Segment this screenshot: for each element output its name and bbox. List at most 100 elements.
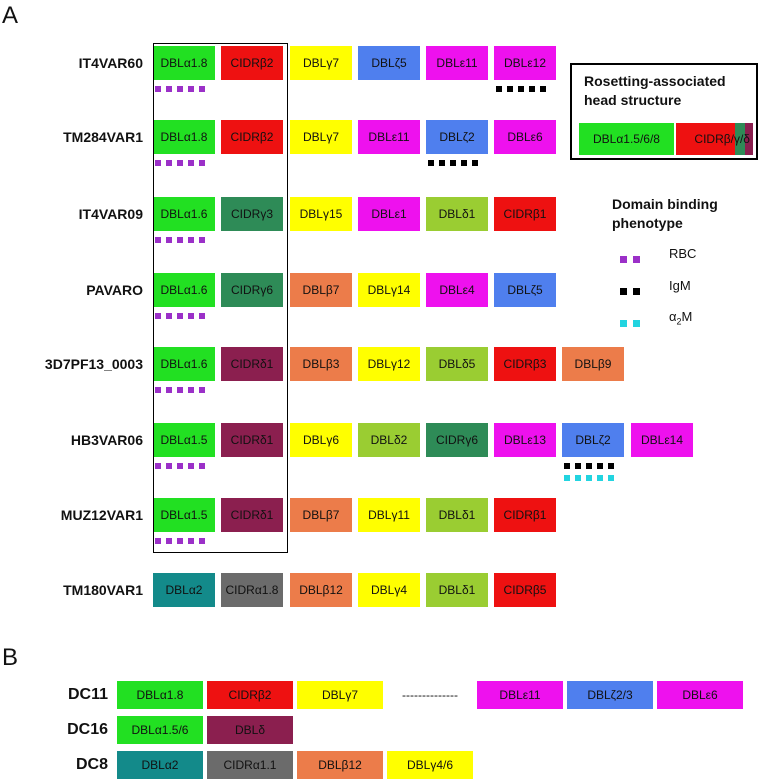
domain-block: DBLγ14 — [358, 273, 420, 307]
legend-title-line1: Rosetting-associated — [584, 73, 726, 89]
domain-block: DBLβ9 — [562, 347, 624, 381]
domain-block: CIDRβ2 — [221, 120, 283, 154]
domain-block: DBLγ11 — [358, 498, 420, 532]
phenotype-legend-title: Domain binding phenotype — [612, 195, 718, 233]
rosetting-legend-title: Rosetting-associated head structure — [584, 72, 726, 110]
domain-block: DBLε11 — [426, 46, 488, 80]
domain-block: DBLγ12 — [358, 347, 420, 381]
gap-dashes: -------------- — [402, 688, 458, 702]
domain-block: CIDRγ6 — [221, 273, 283, 307]
rbc-legend-label: RBC — [669, 246, 697, 261]
dc-domain-block: DBLα1.8 — [117, 681, 203, 709]
domain-block: DBLγ7 — [290, 46, 352, 80]
binding-dots — [428, 160, 483, 167]
domain-block: DBLε13 — [494, 423, 556, 457]
igm-legend-label: IgM — [669, 278, 691, 293]
legend-title-line2: head structure — [584, 92, 682, 108]
a2m-base: α — [669, 309, 677, 324]
domain-block: DBLβ7 — [290, 498, 352, 532]
row-label: TM180VAR1 — [63, 582, 143, 598]
dc-domain-block: DBLε11 — [477, 681, 563, 709]
domain-block: DBLζ5 — [494, 273, 556, 307]
legend-dbla-domain: DBLα1.5/6/8 — [579, 123, 674, 155]
domain-block: DBLα1.5 — [153, 498, 215, 532]
domain-block: DBLα1.5 — [153, 423, 215, 457]
dc-domain-block: DBLβ12 — [297, 751, 383, 779]
a2m-legend-label: α2M — [669, 309, 692, 327]
binding-dots — [155, 160, 210, 167]
dc-domain-block: DBLδ — [207, 716, 293, 744]
domain-block: DBLβ7 — [290, 273, 352, 307]
domain-block: DBLδ5 — [426, 347, 488, 381]
binding-dots — [155, 463, 210, 470]
binding-dots — [564, 463, 619, 470]
domain-block: DBLζ2 — [426, 120, 488, 154]
domain-block: CIDRγ3 — [221, 197, 283, 231]
domain-block: CIDRδ1 — [221, 347, 283, 381]
dc-domain-block: DBLα1.5/6 — [117, 716, 203, 744]
binding-dots — [155, 387, 210, 394]
dc-domain-block: CIDRβ2 — [207, 681, 293, 709]
domain-block: CIDRγ6 — [426, 423, 488, 457]
domain-block: DBLε1 — [358, 197, 420, 231]
domain-block: CIDRβ3 — [494, 347, 556, 381]
domain-block: DBLε14 — [631, 423, 693, 457]
row-label: 3D7PF13_0003 — [44, 356, 143, 372]
binding-dots — [155, 86, 210, 93]
dc-row-label: DC8 — [75, 756, 108, 773]
domain-block: DBLε4 — [426, 273, 488, 307]
head-structure-box — [153, 43, 288, 553]
panel-b-letter: B — [2, 644, 19, 671]
dc-domain-block: DBLζ2/3 — [567, 681, 653, 709]
domain-block: DBLδ1 — [426, 573, 488, 607]
row-label: TM284VAR1 — [63, 129, 143, 145]
domain-block: CIDRβ1 — [494, 498, 556, 532]
domain-block: CIDRδ1 — [221, 498, 283, 532]
dc-domain-block: DBLγ4/6 — [387, 751, 473, 779]
legend-cidr-domain: CIDRβ/γ/δ — [676, 123, 753, 155]
legend-cidr-label: CIDRβ/γ/δ — [694, 132, 750, 146]
domain-block: DBLβ12 — [290, 573, 352, 607]
domain-block: DBLα1.6 — [153, 197, 215, 231]
rbc-legend-swatch — [620, 250, 640, 268]
panel-a-letter: A — [2, 2, 19, 29]
binding-dots — [155, 313, 210, 320]
dc-domain-block: DBLα2 — [117, 751, 203, 779]
binding-dots — [155, 538, 210, 545]
domain-block: DBLγ6 — [290, 423, 352, 457]
row-label: IT4VAR09 — [78, 206, 143, 222]
a2m-legend-swatch — [620, 314, 640, 332]
binding-dots — [564, 475, 619, 482]
a2m-tail: M — [681, 309, 693, 324]
domain-block: CIDRδ1 — [221, 423, 283, 457]
pheno-title-line2: phenotype — [612, 215, 683, 231]
domain-block: DBLγ15 — [290, 197, 352, 231]
domain-block: CIDRα1.8 — [221, 573, 283, 607]
dc-row-label: DC16 — [67, 721, 108, 738]
domain-block: DBLζ2 — [562, 423, 624, 457]
domain-block: DBLγ7 — [290, 120, 352, 154]
domain-block: DBLε12 — [494, 46, 556, 80]
dc-row-label: DC11 — [67, 686, 108, 703]
domain-block: DBLα1.8 — [153, 120, 215, 154]
a2m-sub: 2 — [676, 316, 682, 327]
dc-domain-block: CIDRα1.1 — [207, 751, 293, 779]
domain-block: DBLα1.8 — [153, 46, 215, 80]
domain-block: CIDRβ2 — [221, 46, 283, 80]
domain-block: DBLδ1 — [426, 197, 488, 231]
domain-block: DBLζ5 — [358, 46, 420, 80]
domain-block: DBLδ2 — [358, 423, 420, 457]
domain-block: DBLε11 — [358, 120, 420, 154]
rosetting-legend-box: Rosetting-associated head structure DBLα… — [570, 63, 758, 160]
dc-domain-block: DBLε6 — [657, 681, 743, 709]
row-label: IT4VAR60 — [78, 55, 143, 71]
domain-block: CIDRβ5 — [494, 573, 556, 607]
row-label: PAVARO — [86, 282, 143, 298]
domain-block: DBLδ1 — [426, 498, 488, 532]
domain-block: DBLε6 — [494, 120, 556, 154]
row-label: HB3VAR06 — [70, 432, 143, 448]
row-label: MUZ12VAR1 — [60, 507, 143, 523]
binding-dots — [496, 86, 551, 93]
domain-block: DBLβ3 — [290, 347, 352, 381]
domain-block: DBLα1.6 — [153, 273, 215, 307]
